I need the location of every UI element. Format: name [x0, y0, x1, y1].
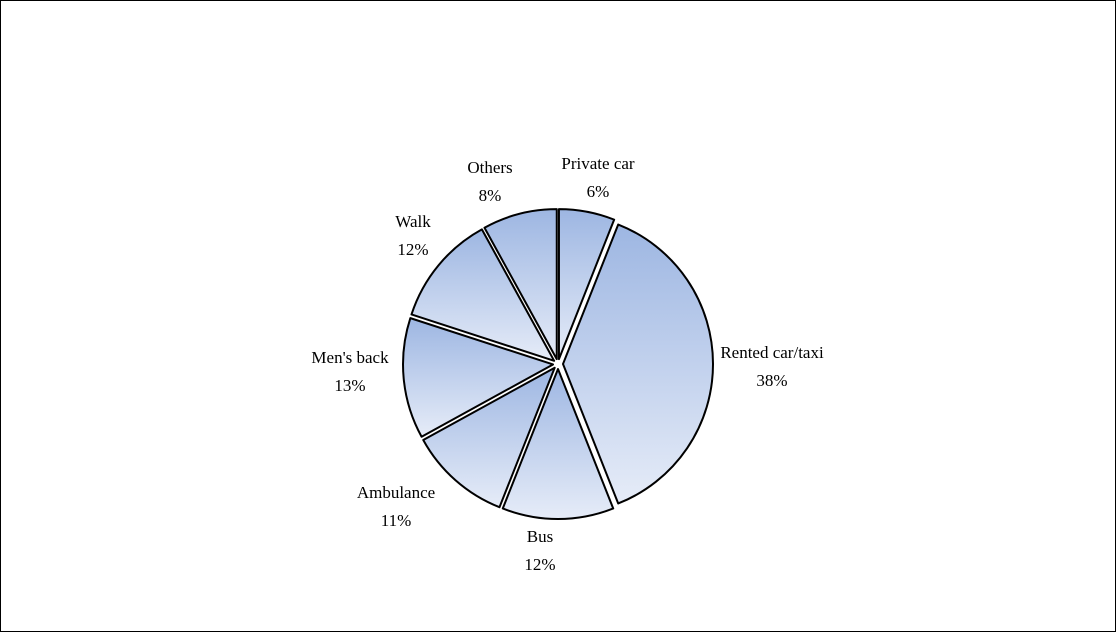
- slice-value-label: 8%: [479, 186, 502, 205]
- pie-slice-ambulance: [422, 366, 556, 509]
- slice-value-label: 12%: [397, 240, 428, 259]
- slice-category-label: Walk: [395, 212, 431, 231]
- slice-value-label: 38%: [756, 371, 787, 390]
- slice-label-walk: Walk 12%: [395, 212, 431, 259]
- pie-slice-rented-car-taxi: [562, 223, 715, 505]
- slice-value-label: 6%: [587, 182, 610, 201]
- slice-label-ambulance: Ambulance 11%: [357, 483, 435, 530]
- slice-category-label: Rented car/taxi: [720, 343, 824, 362]
- pie-slice-walk: [410, 228, 556, 362]
- slice-category-label: Private car: [561, 154, 634, 173]
- slice-category-label: Men's back: [311, 348, 389, 367]
- slice-label-men-s-back: Men's back 13%: [311, 348, 389, 395]
- slice-category-label: Ambulance: [357, 483, 435, 502]
- slice-label-others: Others 8%: [467, 158, 512, 205]
- pie-labels: Private car 6% Rented car/taxi 38% Bus 12% Amb…: [311, 154, 824, 574]
- pie-slice-private-car: [557, 208, 616, 361]
- slice-label-bus: Bus 12%: [524, 527, 555, 574]
- slice-category-label: Bus: [527, 527, 553, 546]
- pie-slices: [402, 208, 715, 521]
- pie-slice-bus: [501, 368, 615, 521]
- slice-label-private-car: Private car 6%: [561, 154, 634, 201]
- slice-value-label: 11%: [381, 511, 412, 530]
- pie-slice-others: [483, 208, 558, 361]
- pie-slice-men-s-back: [402, 317, 555, 438]
- slice-value-label: 13%: [334, 376, 365, 395]
- slice-category-label: Others: [467, 158, 512, 177]
- slice-label-rented-car-taxi: Rented car/taxi 38%: [720, 343, 824, 390]
- slice-value-label: 12%: [524, 555, 555, 574]
